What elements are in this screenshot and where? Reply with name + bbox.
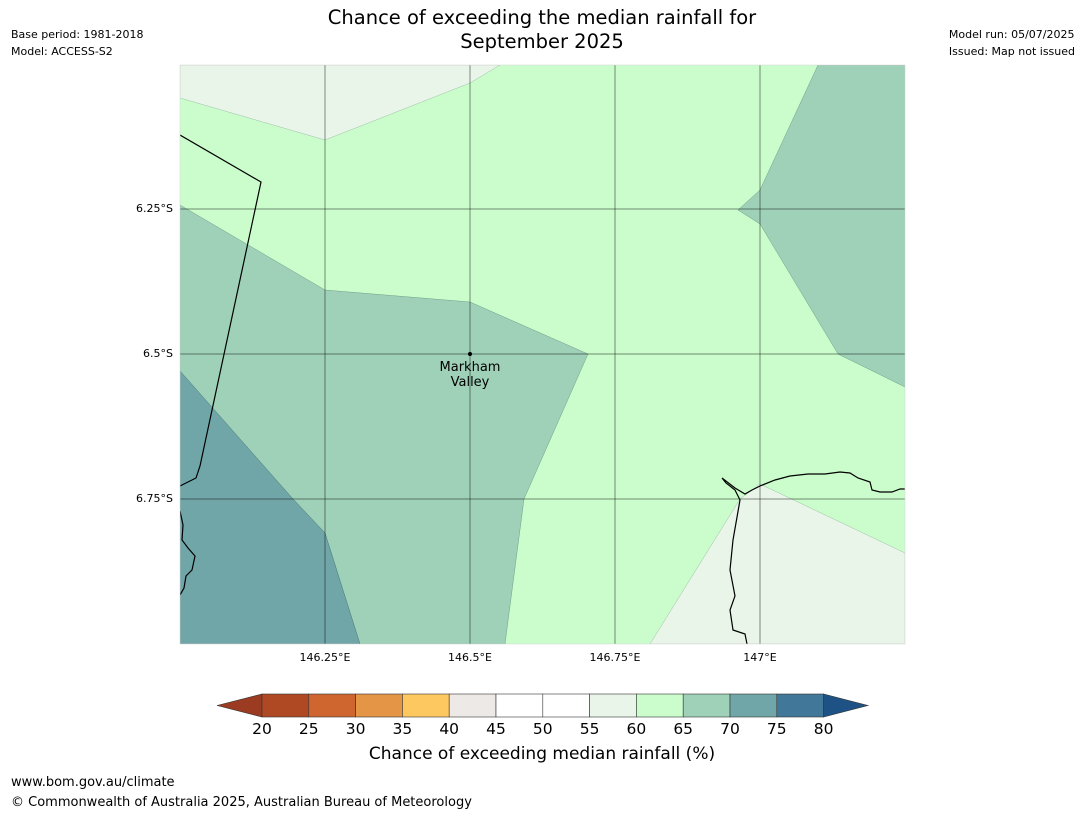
- graticule: [180, 65, 905, 644]
- colorbar-tick-50: 50: [532, 720, 553, 738]
- model-run-text: Model run: 05/07/2025: [948, 28, 1075, 41]
- map-title: Chance of exceeding the median rainfall …: [242, 6, 842, 54]
- lon-label-146-5: 146.5°E: [448, 651, 492, 664]
- base-period-text: Base period: 1981-2018: [11, 28, 144, 41]
- provincial-boundary: [180, 134, 262, 487]
- region-55-60-southeast: [649, 483, 905, 644]
- west-coastline: [180, 510, 196, 596]
- colorbar-tick-40: 40: [439, 720, 460, 738]
- header-meta-right: Model run: 05/07/2025 Issued: Map not is…: [949, 26, 1075, 60]
- lat-label-6-75: 6.75°S: [136, 492, 173, 505]
- place-label-markham-valley: Markham Valley: [420, 360, 520, 390]
- markham-valley-marker: [468, 352, 472, 356]
- footer-copyright: © Commonwealth of Australia 2025, Austra…: [11, 795, 472, 810]
- colorbar-tick-20: 20: [252, 720, 272, 738]
- region-55-60-top: [180, 65, 501, 141]
- colorbar-tick-35: 35: [392, 720, 413, 738]
- lat-label-6-25: 6.25°S: [136, 202, 173, 215]
- colorbar-tick-80: 80: [813, 720, 834, 738]
- colorbar-tick-60: 60: [626, 720, 647, 738]
- map-frame: [179, 64, 906, 645]
- place-label-line-1: Markham: [439, 360, 501, 375]
- title-line-1: Chance of exceeding the median rainfall …: [327, 6, 757, 29]
- model-text: Model: ACCESS-S2: [11, 45, 113, 58]
- lon-label-146-25: 146.25°E: [299, 651, 351, 664]
- colorbar-label: Chance of exceeding median rainfall (%): [368, 744, 716, 764]
- colorbar-tick-25: 25: [298, 720, 319, 738]
- lon-label-146-75: 146.75°E: [589, 651, 641, 664]
- region-65-70-northeast: [737, 65, 905, 388]
- header-meta-left: Base period: 1981-2018 Model: ACCESS-S2: [11, 26, 143, 60]
- colorbar-tick-55: 55: [579, 720, 600, 738]
- colorbar-tick-65: 65: [673, 720, 694, 738]
- title-line-2: September 2025: [460, 30, 624, 53]
- footer-url: www.bom.gov.au/climate: [11, 775, 175, 790]
- colorbar-tick-30: 30: [345, 720, 366, 738]
- place-label-line-2: Valley: [450, 375, 490, 390]
- east-coastline: [721, 471, 905, 644]
- colorbar-tick-70: 70: [720, 720, 740, 738]
- colorbar-tick-45: 45: [486, 720, 506, 738]
- lon-label-147: 147°E: [743, 651, 777, 664]
- colorbar-tick-75: 75: [766, 720, 787, 738]
- issued-text: Issued: Map not issued: [948, 45, 1075, 58]
- lat-label-6-5: 6.5°S: [143, 347, 173, 360]
- region-70-75-southwest: [180, 370, 361, 644]
